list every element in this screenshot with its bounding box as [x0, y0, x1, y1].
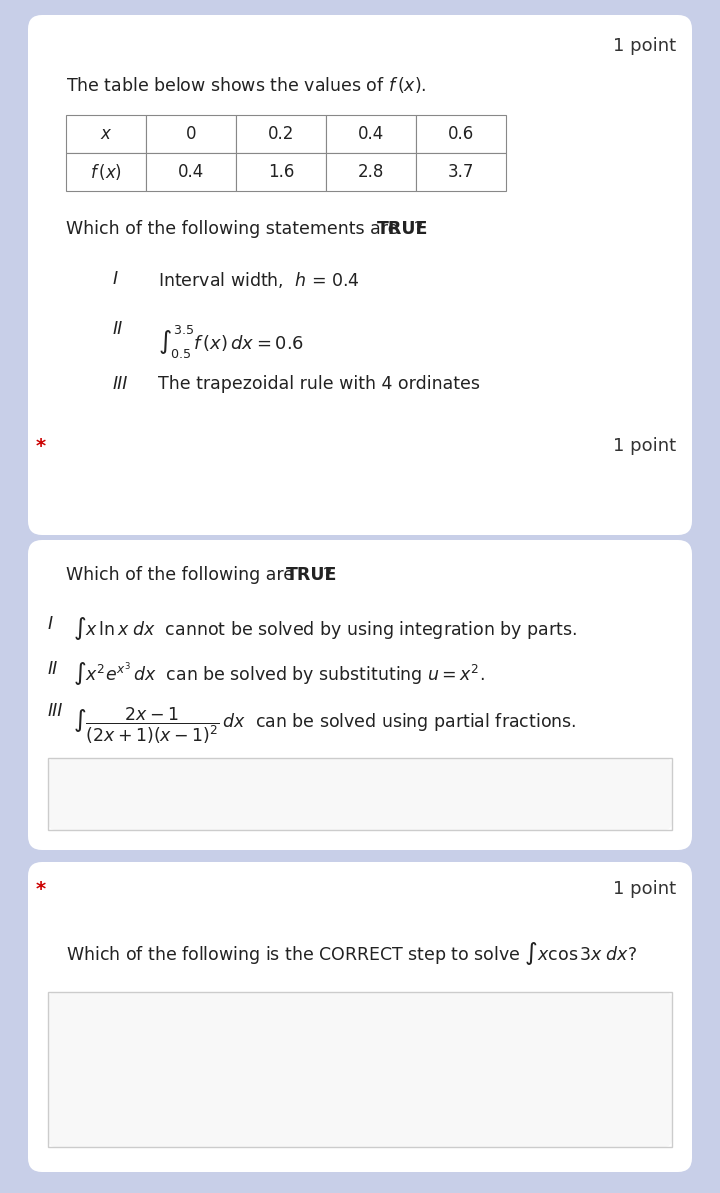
Text: $\int_{0.5}^{3.5} f\,(x)\,dx = 0.6$: $\int_{0.5}^{3.5} f\,(x)\,dx = 0.6$	[158, 324, 304, 361]
Text: 1 point: 1 point	[613, 880, 676, 898]
Bar	[66, 153, 146, 191]
Text: 2.8: 2.8	[358, 163, 384, 181]
Text: $f\,(x)$: $f\,(x)$	[90, 162, 122, 183]
FancyBboxPatch shape	[48, 758, 672, 830]
Text: TRUE: TRUE	[286, 565, 338, 585]
Text: $\int \dfrac{2x-1}{(2x+1)(x-1)^2}\,dx$  can be solved using partial fractions.: $\int \dfrac{2x-1}{(2x+1)(x-1)^2}\,dx$ c…	[73, 705, 577, 746]
Text: 0.6: 0.6	[448, 125, 474, 143]
Text: I: I	[48, 616, 53, 633]
Bar	[326, 153, 416, 191]
Text: 0.4: 0.4	[358, 125, 384, 143]
Text: 3.7: 3.7	[448, 163, 474, 181]
Bar	[416, 153, 506, 191]
Bar	[416, 115, 506, 153]
Bar	[236, 115, 326, 153]
Text: ?: ?	[323, 565, 332, 585]
Text: 1 point: 1 point	[613, 37, 676, 55]
Text: 1 point: 1 point	[613, 437, 676, 455]
Text: The table below shows the values of $f\,(x)$.: The table below shows the values of $f\,…	[66, 75, 426, 95]
Text: III: III	[48, 701, 63, 721]
Text: ?: ?	[414, 220, 423, 237]
Bar	[146, 115, 236, 153]
Bar	[48, 758, 672, 830]
Text: 0: 0	[186, 125, 197, 143]
Text: Which of the following is the CORRECT step to solve $\int x\cos 3x\;dx$?: Which of the following is the CORRECT st…	[66, 940, 637, 968]
Text: TRUE: TRUE	[377, 220, 428, 237]
Text: 0.2: 0.2	[268, 125, 294, 143]
Text: 1.6: 1.6	[268, 163, 294, 181]
Text: Interval width,  $h$ = 0.4: Interval width, $h$ = 0.4	[158, 270, 360, 290]
Text: $\int x\,\ln x\;dx$  cannot be solved by using integration by parts.: $\int x\,\ln x\;dx$ cannot be solved by …	[73, 616, 577, 642]
Text: II: II	[113, 320, 123, 338]
Text: III: III	[113, 375, 128, 392]
Bar	[326, 115, 416, 153]
FancyBboxPatch shape	[28, 16, 692, 534]
Text: Which of the following are: Which of the following are	[66, 565, 300, 585]
FancyBboxPatch shape	[28, 863, 692, 1172]
Text: 0.4: 0.4	[178, 163, 204, 181]
Text: II: II	[48, 660, 58, 678]
Text: *: *	[36, 437, 46, 456]
Bar	[236, 153, 326, 191]
Text: *: *	[36, 880, 46, 900]
Bar	[66, 115, 146, 153]
FancyBboxPatch shape	[28, 540, 692, 849]
Text: The trapezoidal rule with 4 ordinates: The trapezoidal rule with 4 ordinates	[158, 375, 480, 392]
Bar	[146, 153, 236, 191]
Text: $\int x^2 e^{x^3}\,dx$  can be solved by substituting $u = x^2$.: $\int x^2 e^{x^3}\,dx$ can be solved by …	[73, 660, 485, 688]
Text: Which of the following statements are: Which of the following statements are	[66, 220, 404, 237]
FancyBboxPatch shape	[48, 993, 672, 1146]
Text: $x$: $x$	[100, 125, 112, 143]
Text: I: I	[113, 270, 118, 288]
Bar	[48, 993, 672, 1146]
